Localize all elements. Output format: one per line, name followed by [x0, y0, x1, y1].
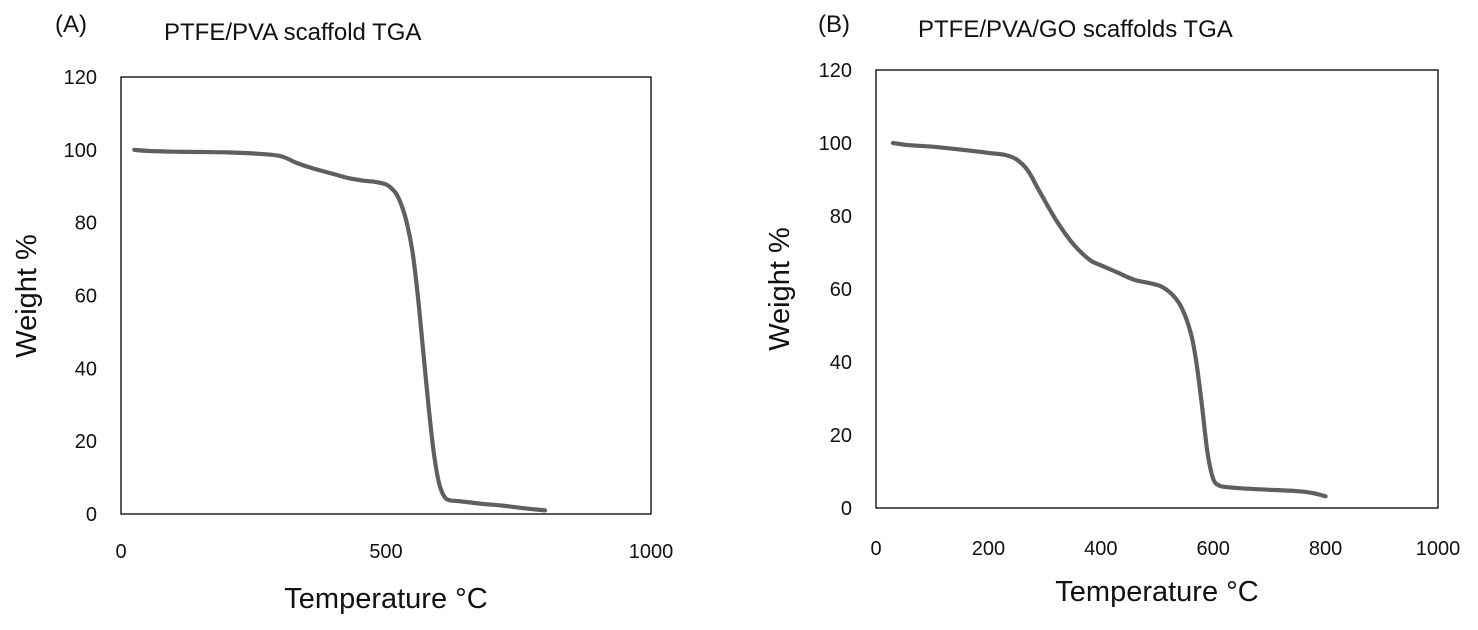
series-line	[132, 147, 548, 513]
y-tick-label: 20	[830, 425, 852, 447]
y-axis-label: Weight %	[11, 234, 43, 358]
x-tick-label: 0	[115, 541, 126, 563]
y-tick-label: 120	[819, 60, 852, 82]
series-line	[890, 140, 1328, 499]
chart-panel-b: (B) PTFE/PVA/GO scaffolds TGA 0 20 40 60 80 100…	[764, 11, 1460, 608]
x-tick-label: 400	[1084, 538, 1117, 560]
chart-title: PTFE/PVA/GO scaffolds TGA	[918, 16, 1233, 43]
x-tick-label: 1000	[629, 541, 674, 563]
chart-panel-a: (A) PTFE/PVA scaffold TGA 0 20 40 60 80 100 120 0…	[11, 11, 673, 615]
chart-title: PTFE/PVA scaffold TGA	[164, 19, 421, 46]
panel-label: (A)	[55, 11, 87, 38]
panel-label: (B)	[818, 11, 850, 38]
x-tick-label: 500	[369, 541, 402, 563]
y-tick-label: 100	[64, 140, 97, 162]
plot-area-border	[875, 69, 1439, 509]
y-tick-label: 100	[819, 133, 852, 155]
x-tick-label: 1000	[1416, 538, 1461, 560]
y-tick-label: 80	[830, 206, 852, 228]
y-tick-label: 60	[830, 279, 852, 301]
y-tick-label: 60	[75, 286, 97, 308]
x-axis-label: Temperature °C	[1055, 576, 1258, 608]
y-tick-label: 40	[830, 352, 852, 374]
y-tick-label: 80	[75, 213, 97, 235]
x-axis-label: Temperature °C	[284, 583, 487, 615]
y-tick-label: 0	[841, 498, 852, 520]
y-tick-label: 120	[64, 67, 97, 89]
x-tick-label: 200	[972, 538, 1005, 560]
x-tick-label: 800	[1309, 538, 1342, 560]
y-tick-label: 40	[75, 358, 97, 380]
y-axis-label: Weight %	[764, 227, 796, 351]
y-tick-label: 20	[75, 431, 97, 453]
y-tick-label: 0	[86, 504, 97, 526]
x-tick-label: 600	[1197, 538, 1230, 560]
x-tick-label: 0	[870, 538, 881, 560]
plot-area-border	[120, 76, 652, 515]
